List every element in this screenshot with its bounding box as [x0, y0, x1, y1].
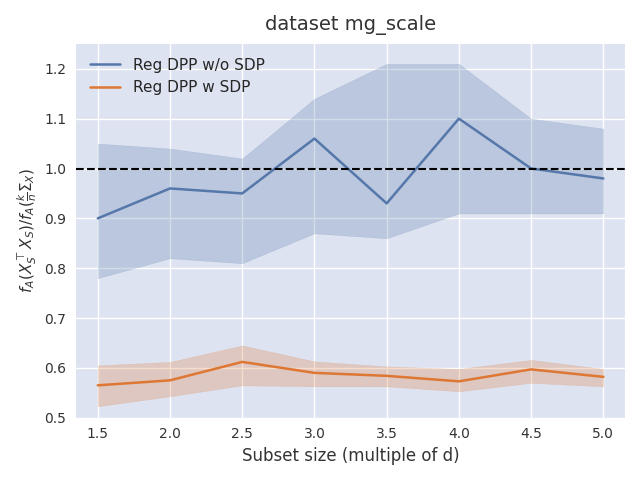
Title: dataset mg_scale: dataset mg_scale: [265, 15, 436, 35]
Line: Reg DPP w/o SDP: Reg DPP w/o SDP: [98, 119, 604, 218]
Line: Reg DPP w SDP: Reg DPP w SDP: [98, 362, 604, 385]
Reg DPP w SDP: [455, 378, 463, 384]
Reg DPP w/o SDP: [383, 201, 390, 206]
Y-axis label: $f_A(X_S^\top X_S)/f_A(\frac{k}{n}\Sigma_X)$: $f_A(X_S^\top X_S)/f_A(\frac{k}{n}\Sigma…: [15, 168, 38, 293]
Reg DPP w SDP: [310, 370, 318, 376]
Reg DPP w/o SDP: [455, 116, 463, 121]
Legend: Reg DPP w/o SDP, Reg DPP w SDP: Reg DPP w/o SDP, Reg DPP w SDP: [84, 51, 271, 101]
Reg DPP w SDP: [238, 359, 246, 365]
Reg DPP w SDP: [94, 383, 102, 388]
Reg DPP w/o SDP: [166, 186, 174, 192]
Reg DPP w/o SDP: [94, 216, 102, 221]
Reg DPP w SDP: [383, 373, 390, 379]
Reg DPP w SDP: [600, 374, 607, 380]
Reg DPP w/o SDP: [310, 136, 318, 142]
Reg DPP w/o SDP: [527, 166, 535, 171]
X-axis label: Subset size (multiple of d): Subset size (multiple of d): [242, 447, 460, 465]
Reg DPP w SDP: [527, 367, 535, 372]
Reg DPP w SDP: [166, 377, 174, 383]
Reg DPP w/o SDP: [600, 176, 607, 181]
Reg DPP w/o SDP: [238, 191, 246, 196]
